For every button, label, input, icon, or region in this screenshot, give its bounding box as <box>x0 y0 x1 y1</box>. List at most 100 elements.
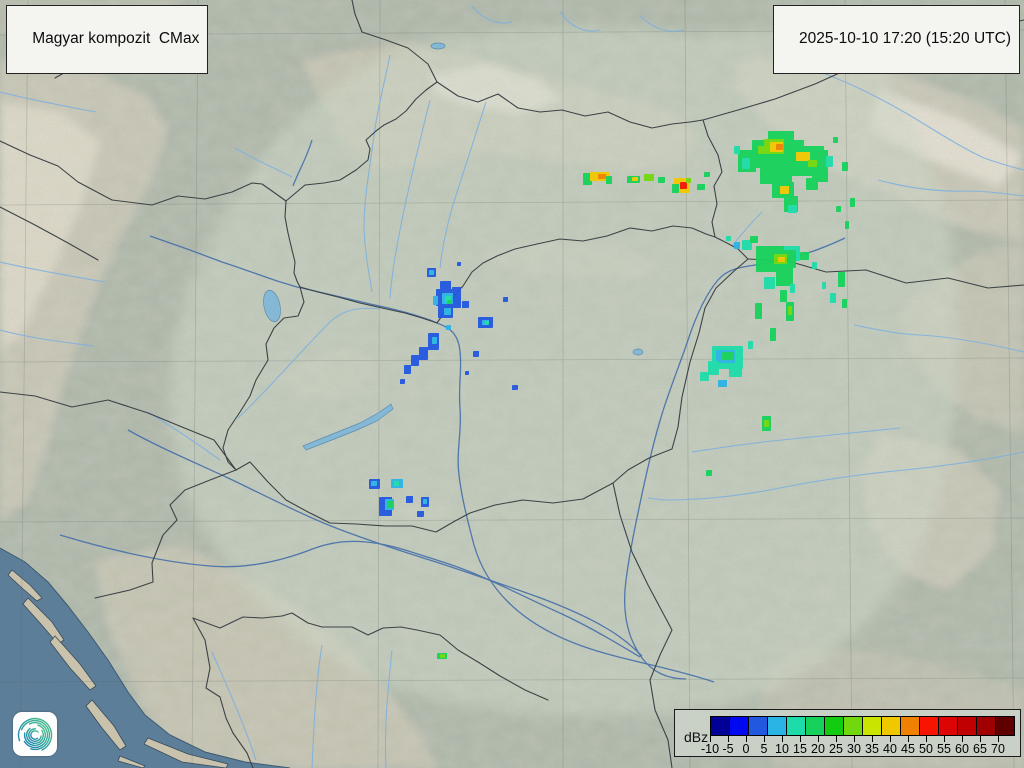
legend-tick <box>854 736 855 742</box>
radar-echo <box>447 300 451 304</box>
adriatic-sea <box>0 547 291 768</box>
radar-echo <box>512 385 518 390</box>
legend-tick <box>980 736 981 742</box>
legend-tick <box>872 736 873 742</box>
radar-echo <box>830 293 836 303</box>
radar-echo <box>423 499 427 504</box>
radar-echo <box>644 174 654 181</box>
radar-echo <box>790 284 795 293</box>
radar-echo <box>758 146 766 154</box>
legend-tick <box>746 736 747 742</box>
radar-echo <box>718 380 727 387</box>
radar-echo <box>680 182 687 189</box>
radar-echo <box>742 240 752 250</box>
spiral-arc <box>26 727 44 745</box>
radar-echo <box>755 303 762 319</box>
radar-echo <box>706 470 712 476</box>
legend-tick <box>800 736 801 742</box>
river-danube <box>149 235 715 683</box>
legend-tick-label: 5 <box>760 742 768 756</box>
radar-echo <box>770 328 776 341</box>
legend-tick <box>944 736 945 742</box>
legend-swatch <box>995 716 1015 736</box>
radar-echo <box>440 281 451 290</box>
radar-echo <box>446 325 451 330</box>
legend-tick <box>836 736 837 742</box>
radar-echo <box>788 306 792 315</box>
hungaromet-logo <box>13 712 57 756</box>
lake-tisza <box>632 348 644 356</box>
radar-echo <box>796 152 810 161</box>
radar-echo <box>812 150 828 182</box>
radar-echo <box>845 221 849 229</box>
radar-echo <box>473 351 479 357</box>
legend-tick <box>818 736 819 742</box>
radar-echo <box>433 296 438 305</box>
river-drava <box>127 429 643 657</box>
legend-tick-label: 70 <box>991 742 1005 756</box>
legend-tick-label: 60 <box>955 742 969 756</box>
lake-balaton <box>302 403 394 451</box>
radar-echo <box>826 156 833 167</box>
radar-echo <box>429 270 434 275</box>
rivers-major <box>59 139 846 683</box>
legend-swatch <box>786 716 806 736</box>
radar-echo <box>776 268 793 286</box>
legend-swatch <box>976 716 996 736</box>
spiral-arc <box>30 730 39 740</box>
legend-swatch <box>824 716 844 736</box>
radar-echo <box>780 290 787 302</box>
radar-echo <box>822 282 826 289</box>
radar-echo <box>406 496 413 503</box>
radar-echo <box>750 236 758 243</box>
legend-tick <box>998 736 999 742</box>
radar-echo <box>764 420 769 427</box>
radar-echo <box>764 277 775 289</box>
legend-swatch <box>919 716 939 736</box>
radar-echo <box>748 341 753 349</box>
legend-swatch <box>843 716 863 736</box>
legend-tick-label: 40 <box>883 742 897 756</box>
radar-echo <box>432 337 437 344</box>
spiral-arc <box>23 724 46 747</box>
radar-echo <box>760 168 792 184</box>
radar-echo <box>836 206 841 212</box>
legend-swatch <box>729 716 749 736</box>
croatian-islands <box>7 569 229 768</box>
radar-echo <box>583 173 592 185</box>
radar-echo <box>387 501 393 508</box>
radar-echo <box>812 262 817 269</box>
radar-echo <box>833 137 838 143</box>
radar-echo <box>606 176 612 184</box>
radar-echo <box>632 177 638 181</box>
legend-tick-label: 30 <box>847 742 861 756</box>
lake-neusiedl <box>263 289 281 323</box>
product-label: Magyar kompozit CMax <box>32 30 200 47</box>
radar-echo <box>598 174 606 179</box>
radar-echo <box>503 297 508 302</box>
radar-echo <box>808 160 817 167</box>
radar-echo <box>842 162 848 171</box>
radar-echo <box>734 242 740 249</box>
radar-echo <box>697 184 705 190</box>
legend-tick-label: 65 <box>973 742 987 756</box>
legend-tick-label: 0 <box>742 742 750 756</box>
radar-echo <box>729 366 742 377</box>
radar-echo <box>672 184 679 193</box>
radar-echo <box>838 272 845 287</box>
legend-tick-label: 55 <box>937 742 951 756</box>
spiral-arc <box>17 717 53 751</box>
legend-tick-label: 20 <box>811 742 825 756</box>
product-label-box: Magyar kompozit CMax <box>6 5 209 74</box>
legend-swatch <box>900 716 920 736</box>
radar-echo-layer <box>369 131 855 659</box>
radar-echo <box>726 236 731 241</box>
legend-swatch <box>805 716 825 736</box>
legend-tick <box>710 736 711 742</box>
radar-echo <box>778 257 785 262</box>
spiral-arc <box>20 719 51 751</box>
legend-tick <box>728 736 729 742</box>
legend-tick <box>890 736 891 742</box>
radar-echo <box>700 372 709 381</box>
